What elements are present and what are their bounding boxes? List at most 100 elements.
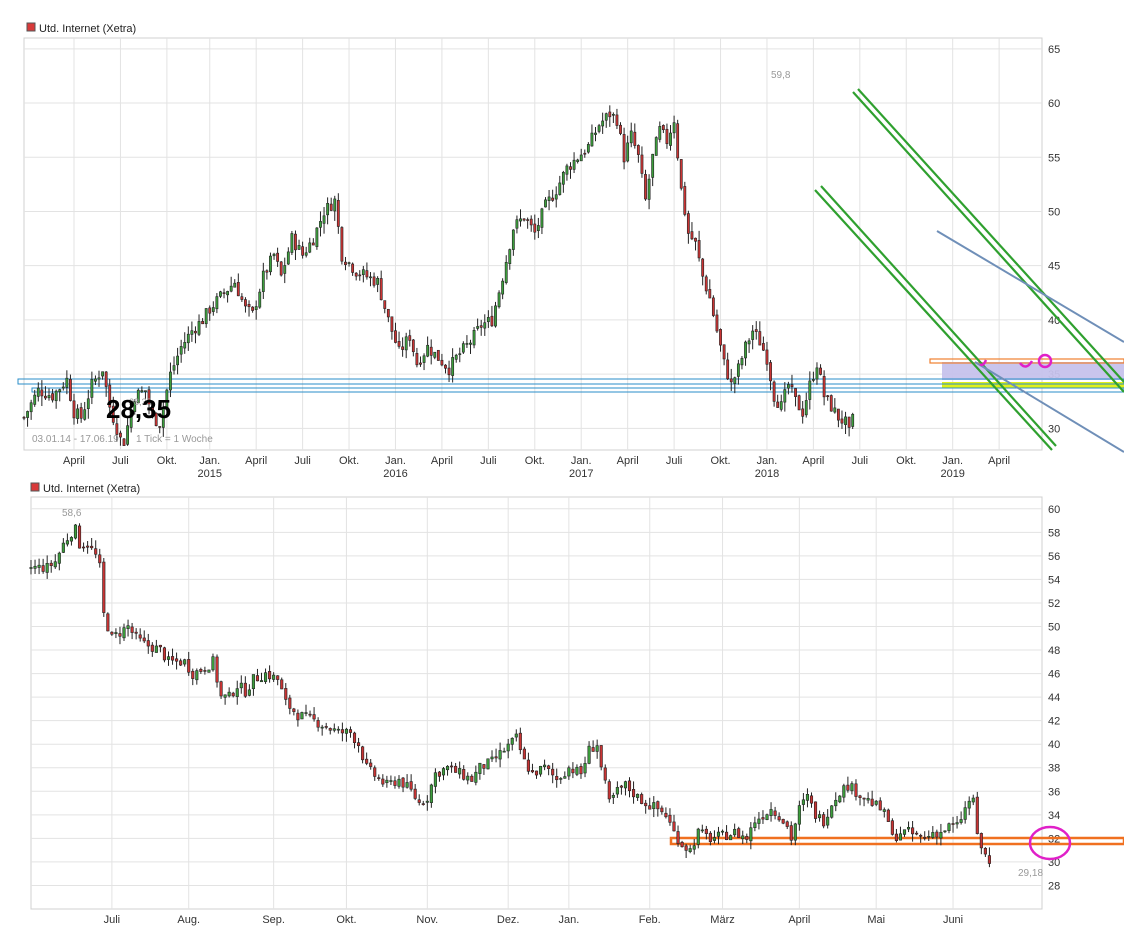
candle-body xyxy=(29,402,33,413)
candle-body xyxy=(583,152,587,155)
candle-body xyxy=(708,832,712,842)
candle-body xyxy=(679,159,683,189)
candle-body xyxy=(51,393,54,401)
candle-body xyxy=(633,131,637,146)
candle-body xyxy=(247,689,251,696)
y-tick-label: 28 xyxy=(1048,880,1060,892)
candle-body xyxy=(326,203,330,216)
candle-body xyxy=(822,376,826,398)
candle-body xyxy=(140,390,144,393)
candle-body xyxy=(476,326,480,329)
candle-body xyxy=(272,253,276,257)
x-month-label: Jan. xyxy=(942,455,963,467)
candle-body xyxy=(286,251,290,265)
y-tick-label: 54 xyxy=(1048,574,1060,586)
candle-body xyxy=(533,223,537,233)
candle-body xyxy=(611,114,615,116)
candle-body xyxy=(684,845,688,851)
candle-body xyxy=(878,800,882,811)
candle-body xyxy=(454,354,458,360)
x-month-label: Jan. xyxy=(385,455,406,467)
y-tick-label: 56 xyxy=(1048,551,1060,563)
daily-legend-title: Utd. Internet (Xetra) xyxy=(43,483,140,495)
candle-body xyxy=(22,416,26,419)
candle-body xyxy=(394,330,397,343)
candle-body xyxy=(701,258,705,277)
y-tick-label: 44 xyxy=(1048,692,1060,704)
candle-body xyxy=(615,114,619,126)
candle-body xyxy=(361,269,365,275)
candle-body xyxy=(259,680,264,683)
candle-body xyxy=(251,674,255,690)
candle-body xyxy=(332,728,336,731)
candle-body xyxy=(441,768,446,776)
y-tick-label: 34 xyxy=(1048,810,1060,822)
candle-body xyxy=(601,120,605,127)
candle-body xyxy=(304,712,308,714)
x-month-label: April xyxy=(431,455,453,467)
candle-body xyxy=(846,784,850,791)
candle-body xyxy=(692,845,696,850)
candle-body xyxy=(208,307,212,314)
candle-body xyxy=(254,306,258,310)
candle-body xyxy=(154,645,158,653)
x-month-label: Juli xyxy=(104,914,121,926)
candle-body xyxy=(720,830,725,833)
candle-body xyxy=(65,377,69,388)
candle-body xyxy=(390,316,394,332)
candle-body xyxy=(688,848,692,852)
candle-body xyxy=(640,794,644,804)
candle-body xyxy=(86,398,90,409)
candle-body xyxy=(622,134,626,163)
candle-body xyxy=(551,197,555,201)
candle-body xyxy=(340,227,344,262)
candle-body xyxy=(608,111,612,118)
x-year-label: 2015 xyxy=(197,468,221,480)
candle-body xyxy=(636,145,640,155)
weekly-low-label: 28,35 xyxy=(129,397,152,407)
candle-body xyxy=(672,821,676,832)
candle-body xyxy=(201,321,205,325)
candle-body xyxy=(462,769,466,780)
candle-body xyxy=(297,245,301,250)
candle-body xyxy=(194,330,197,334)
candle-body xyxy=(758,331,762,346)
candle-body xyxy=(615,787,619,795)
candle-body xyxy=(935,831,939,838)
candle-body xyxy=(204,308,208,325)
candle-body xyxy=(447,367,451,376)
candle-body xyxy=(45,563,49,573)
candle-body xyxy=(276,252,280,262)
candle-body xyxy=(656,801,660,810)
candle-body xyxy=(590,132,594,147)
candle-body xyxy=(571,768,575,774)
candle-body xyxy=(37,564,41,568)
candle-body xyxy=(54,390,58,402)
candle-body xyxy=(660,807,664,813)
candle-body xyxy=(563,776,567,779)
candle-body xyxy=(569,166,572,170)
candle-body xyxy=(696,828,700,845)
candle-body xyxy=(190,330,194,335)
x-month-label: Aug. xyxy=(177,914,200,926)
candle-body xyxy=(586,144,590,153)
candle-body xyxy=(923,837,927,839)
candle-body xyxy=(142,637,146,642)
x-year-label: 2016 xyxy=(383,468,407,480)
candle-body xyxy=(874,800,878,805)
candle-body xyxy=(757,818,761,824)
candle-body xyxy=(319,221,322,228)
candle-body xyxy=(126,625,130,629)
candle-body xyxy=(466,775,470,781)
candle-body xyxy=(114,632,118,635)
candle-body xyxy=(502,750,506,753)
candle-body xyxy=(308,242,312,253)
candle-body xyxy=(280,679,284,690)
candle-body xyxy=(433,772,437,787)
x-month-label: Juli xyxy=(112,455,129,467)
candle-body xyxy=(819,367,822,375)
candle-body xyxy=(915,832,919,835)
candle-body xyxy=(479,325,483,328)
candle-body xyxy=(226,291,230,296)
candle-body xyxy=(508,249,512,264)
